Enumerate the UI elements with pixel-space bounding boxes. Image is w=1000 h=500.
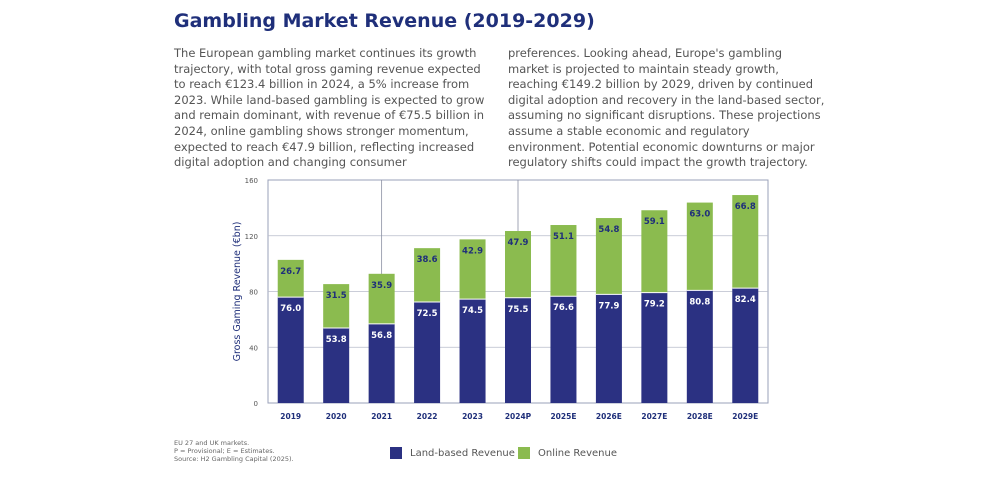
bar-land-based [595,294,622,403]
data-label-online: 35.9 [371,281,392,291]
data-label-land-based: 80.8 [689,297,710,307]
y-axis-title: Gross Gaming Revenue (€bn) [232,222,243,362]
bar-land-based [459,299,486,403]
y-tick-label: 40 [249,344,258,352]
legend-label-online: Online Revenue [538,447,617,459]
data-label-land-based: 77.9 [598,301,619,311]
legend-item-online: Online Revenue [518,447,617,459]
x-tick-label: 2027E [641,412,667,421]
data-label-online: 51.1 [553,232,574,242]
data-label-online: 66.8 [735,202,756,212]
data-label-land-based: 72.5 [417,309,438,319]
data-label-online: 59.1 [644,217,665,227]
legend-item-land-based: Land-based Revenue [390,447,515,459]
data-label-land-based: 56.8 [371,331,392,341]
bar-land-based [323,328,350,403]
note-source: Source: H2 Gambling Capital (2025). [174,455,294,463]
bar-land-based [368,323,395,403]
data-label-land-based: 74.5 [462,306,483,316]
legend-swatch-online [518,447,530,459]
bar-online [505,231,531,298]
page-title: Gambling Market Revenue (2019-2029) [174,10,595,32]
data-label-online: 26.7 [280,267,301,277]
data-label-land-based: 76.6 [553,303,574,313]
bar-online [595,218,622,295]
y-tick-label: 120 [245,233,258,241]
data-label-online: 38.6 [417,255,438,265]
bar-online [368,273,395,324]
x-tick-label: 2024P [505,412,532,421]
x-tick-label: 2022 [417,412,438,421]
data-label-online: 31.5 [326,291,347,301]
data-label-online: 42.9 [462,246,483,256]
data-label-land-based: 82.4 [735,295,756,305]
data-label-online: 47.9 [508,238,529,248]
x-tick-label: 2025E [550,412,576,421]
x-tick-label: 2021 [371,412,392,421]
data-label-online: 63.0 [689,210,710,220]
legend-swatch-land-based [390,447,402,459]
note-abbreviations: P = Provisional; E = Estimates. [174,447,275,455]
x-tick-label: 2026E [596,412,622,421]
x-tick-label: 2020 [326,412,347,421]
bar-online [323,284,350,329]
bar-land-based [641,292,668,403]
bar-online [686,202,713,291]
bar-land-based [505,297,531,403]
note-markets: EU 27 and UK markets. [174,439,250,447]
bar-land-based [277,297,304,403]
x-tick-label: 2019 [280,412,301,421]
data-label-land-based: 75.5 [508,305,529,315]
chart-notes: EU 27 and UK markets. P = Provisional; E… [174,439,294,463]
x-tick-label: 2023 [462,412,483,421]
bar-land-based [686,290,713,403]
y-tick-label: 160 [245,177,258,185]
bar-online [550,225,577,297]
bar-online [414,248,441,302]
intro-paragraph-right: preferences. Looking ahead, Europe's gam… [508,46,825,170]
x-tick-label: 2028E [687,412,713,421]
data-label-land-based: 53.8 [326,335,347,345]
x-tick-label: 2029E [732,412,758,421]
bar-land-based [732,288,759,403]
data-label-land-based: 76.0 [280,304,301,314]
intro-paragraph-left: The European gambling market continues i… [174,46,485,170]
data-label-land-based: 79.2 [644,300,665,310]
bar-online [459,239,486,300]
bar-online [277,259,304,298]
bar-land-based [550,296,577,403]
bar-land-based [414,301,441,403]
data-label-online: 54.8 [598,225,619,235]
legend-label-land-based: Land-based Revenue [410,447,515,459]
y-tick-label: 0 [254,400,258,408]
bar-online [641,210,668,293]
y-tick-label: 80 [249,289,258,297]
bar-online [732,195,759,289]
